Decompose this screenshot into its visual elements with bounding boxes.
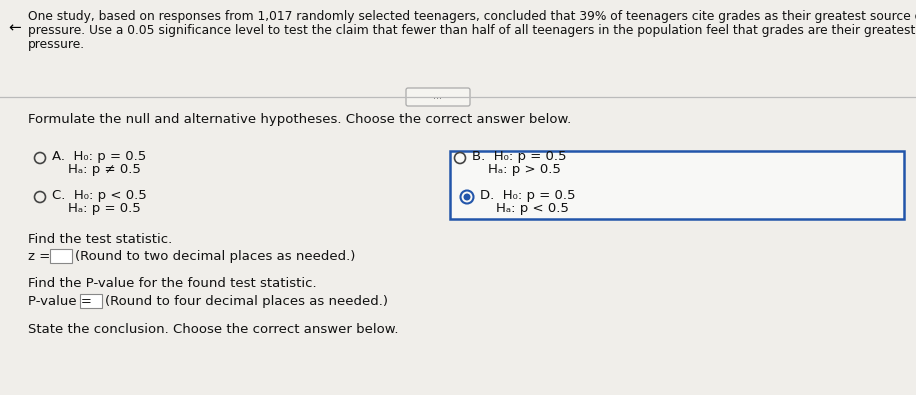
Circle shape bbox=[463, 194, 471, 201]
Text: pressure.: pressure. bbox=[28, 38, 85, 51]
FancyBboxPatch shape bbox=[406, 88, 470, 106]
Text: Hₐ: p < 0.5: Hₐ: p < 0.5 bbox=[496, 202, 569, 215]
Text: (Round to four decimal places as needed.): (Round to four decimal places as needed.… bbox=[105, 295, 388, 308]
Text: B.  H₀: p = 0.5: B. H₀: p = 0.5 bbox=[472, 150, 566, 163]
Text: Formulate the null and alternative hypotheses. Choose the correct answer below.: Formulate the null and alternative hypot… bbox=[28, 113, 572, 126]
FancyBboxPatch shape bbox=[50, 249, 72, 263]
Text: C.  H₀: p < 0.5: C. H₀: p < 0.5 bbox=[52, 189, 147, 202]
Text: D.  H₀: p = 0.5: D. H₀: p = 0.5 bbox=[480, 189, 575, 202]
Text: Find the test statistic.: Find the test statistic. bbox=[28, 233, 172, 246]
Text: Hₐ: p > 0.5: Hₐ: p > 0.5 bbox=[488, 163, 561, 176]
Text: (Round to two decimal places as needed.): (Round to two decimal places as needed.) bbox=[75, 250, 355, 263]
FancyBboxPatch shape bbox=[80, 294, 102, 308]
Text: ...: ... bbox=[433, 91, 442, 101]
Text: State the conclusion. Choose the correct answer below.: State the conclusion. Choose the correct… bbox=[28, 323, 398, 336]
Text: Hₐ: p = 0.5: Hₐ: p = 0.5 bbox=[68, 202, 141, 215]
FancyBboxPatch shape bbox=[450, 151, 904, 219]
Text: ←: ← bbox=[8, 20, 21, 35]
Text: Hₐ: p ≠ 0.5: Hₐ: p ≠ 0.5 bbox=[68, 163, 141, 176]
Text: A.  H₀: p = 0.5: A. H₀: p = 0.5 bbox=[52, 150, 147, 163]
Text: One study, based on responses from 1,017 randomly selected teenagers, concluded : One study, based on responses from 1,017… bbox=[28, 10, 916, 23]
Text: Find the P-value for the found test statistic.: Find the P-value for the found test stat… bbox=[28, 277, 317, 290]
Text: z =: z = bbox=[28, 250, 54, 263]
Text: P-value =: P-value = bbox=[28, 295, 96, 308]
Text: pressure. Use a 0.05 significance level to test the claim that fewer than half o: pressure. Use a 0.05 significance level … bbox=[28, 24, 916, 37]
